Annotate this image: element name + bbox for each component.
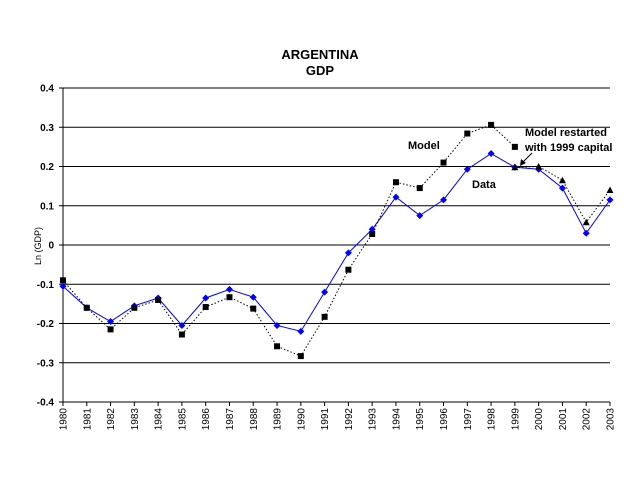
data-point — [416, 212, 424, 220]
data-point — [297, 353, 304, 360]
chart-title-line1: ARGENTINA — [281, 47, 359, 62]
series-group — [59, 121, 614, 360]
data-point — [131, 304, 138, 311]
x-tick-label: 1999 — [510, 408, 521, 431]
annotations: Model Data Model restarted with 1999 cap… — [408, 127, 612, 191]
x-tick-label: 1980 — [59, 408, 70, 431]
x-tick-label: 1994 — [391, 408, 402, 431]
annotation-restart-line1: Model restarted — [525, 127, 607, 139]
x-tick-label: 1987 — [225, 408, 236, 431]
axes — [59, 87, 610, 403]
data-point — [83, 304, 90, 311]
data-point — [487, 150, 495, 158]
data-point — [297, 327, 305, 335]
data-point — [558, 184, 566, 192]
data-point — [535, 163, 543, 170]
data-point — [606, 186, 614, 194]
x-tick-label: 2002 — [582, 408, 593, 431]
x-tick-label: 1985 — [177, 408, 188, 431]
data-point — [107, 326, 114, 333]
x-tick-label: 2001 — [558, 408, 569, 431]
data-point — [464, 130, 471, 137]
y-tick-label: 0.3 — [40, 123, 54, 134]
data-point — [107, 318, 115, 326]
y-tick-label: 0.4 — [40, 84, 54, 95]
series-model — [60, 121, 518, 360]
data-point — [249, 293, 257, 301]
y-tick-label: 0.1 — [40, 201, 54, 212]
data-point — [225, 285, 233, 293]
annotation-restart-line2: with 1999 capital — [524, 142, 612, 154]
y-tick-label: -0.4 — [37, 398, 55, 409]
x-tick-label: 1984 — [154, 408, 165, 431]
data-point — [440, 196, 448, 204]
data-point — [59, 282, 67, 290]
x-tick-label: 2003 — [606, 408, 617, 431]
y-tick-labels: 0.4 0.3 0.2 0.1 0 -0.1 -0.2 -0.3 -0.4 — [37, 84, 55, 409]
x-tick-label: 1997 — [463, 408, 474, 431]
data-point — [488, 121, 495, 128]
data-point — [202, 294, 210, 302]
annotation-data: Data — [472, 179, 497, 191]
data-point — [511, 143, 518, 150]
data-point — [250, 305, 257, 312]
data-point — [511, 163, 519, 171]
y-tick-label: -0.2 — [37, 319, 55, 330]
series-model-restarted-with-1999-capital — [511, 163, 614, 226]
x-tick-label: 1981 — [82, 408, 93, 431]
x-tick-label: 1998 — [487, 408, 498, 431]
x-tick-label: 1996 — [439, 408, 450, 431]
x-tick-label: 1992 — [344, 408, 355, 431]
gridlines — [63, 87, 610, 403]
data-point — [392, 179, 399, 186]
x-tick-label: 1995 — [415, 408, 426, 431]
y-axis-label: Ln (GDP) — [33, 227, 43, 265]
series-data — [59, 150, 614, 335]
x-tick-label: 1986 — [201, 408, 212, 431]
x-tick-label: 1990 — [296, 408, 307, 431]
y-tick-label: -0.3 — [37, 358, 55, 369]
data-point — [416, 185, 423, 192]
data-point — [273, 321, 281, 329]
x-tick-label: 1988 — [249, 408, 260, 431]
data-point — [440, 159, 447, 166]
annotation-model: Model — [408, 140, 440, 152]
x-tick-label: 1989 — [273, 408, 284, 431]
x-tick-label: 1993 — [368, 408, 379, 431]
series-line — [514, 165, 611, 224]
data-point — [369, 231, 376, 238]
chart-title: ARGENTINA GDP — [0, 47, 640, 79]
data-point — [60, 277, 66, 284]
x-tick-labels: 1980 1981 1982 1983 1984 1985 1986 1987 1988 1989… — [59, 402, 617, 430]
series-line — [62, 152, 611, 332]
annotation-arrowhead — [520, 159, 526, 166]
x-tick-label: 1982 — [106, 408, 117, 431]
data-point — [606, 196, 614, 204]
data-point — [582, 229, 590, 237]
y-tick-label: -0.1 — [37, 280, 55, 291]
data-point — [463, 165, 471, 173]
data-point — [344, 249, 352, 257]
data-point — [392, 193, 400, 201]
data-point — [202, 304, 209, 311]
x-tick-label: 2000 — [534, 408, 545, 431]
y-tick-label: 0.2 — [40, 162, 54, 173]
series-line — [62, 124, 516, 357]
data-point — [321, 288, 329, 296]
data-point — [155, 296, 162, 303]
chart-subtitle: GDP — [305, 63, 335, 78]
data-point — [345, 266, 352, 273]
data-point — [274, 343, 281, 350]
data-point — [178, 331, 185, 338]
data-point — [226, 294, 233, 301]
x-tick-label: 1991 — [320, 408, 331, 431]
data-point — [321, 313, 328, 320]
x-tick-label: 1983 — [130, 408, 141, 431]
y-tick-label: 0 — [48, 241, 54, 252]
data-point — [582, 218, 590, 226]
data-point — [178, 321, 186, 329]
data-point — [558, 176, 566, 184]
